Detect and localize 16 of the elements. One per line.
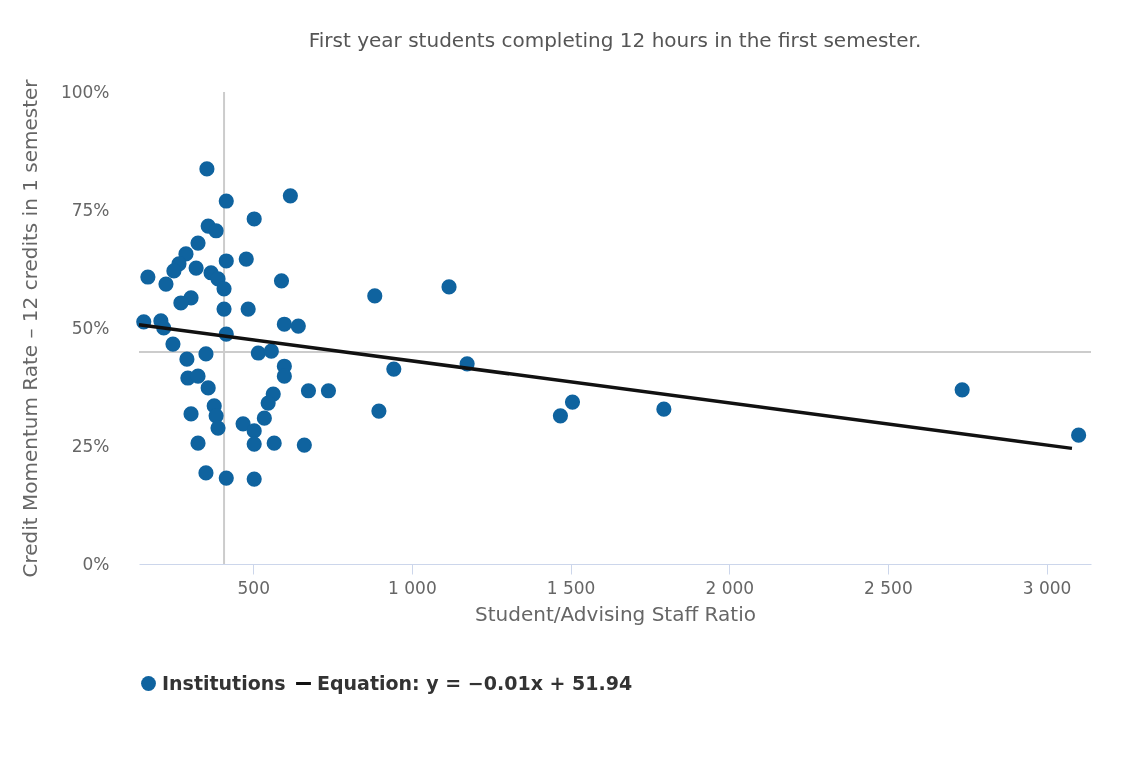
y-axis-title: Credit Momentum Rate – 12 credits in 1 semester	[17, 78, 42, 578]
x-axis-title: Student/Advising Staff Ratio	[475, 601, 756, 626]
x-tick-label: 2 500	[864, 577, 913, 598]
x-tick-label: 1 000	[388, 577, 437, 598]
chart-subtitle: First year students completing 12 hours in the first semester.	[308, 27, 922, 52]
y-tick-label: 0%	[82, 553, 110, 574]
x-tick-label: 500	[237, 577, 270, 598]
y-tick-label: 50%	[71, 317, 110, 338]
y-tick-label: 75%	[71, 199, 110, 220]
y-tick-label: 25%	[71, 435, 110, 456]
y-tick-label: 100%	[60, 81, 110, 102]
x-tick-label: 1 500	[546, 577, 596, 598]
x-tick-label: 2 000	[705, 577, 755, 598]
legend-label: Institutions	[162, 671, 286, 694]
x-tick-label: 3 000	[1022, 577, 1072, 598]
legend-label: Equation: y = −0.01x + 51.94	[317, 671, 633, 694]
